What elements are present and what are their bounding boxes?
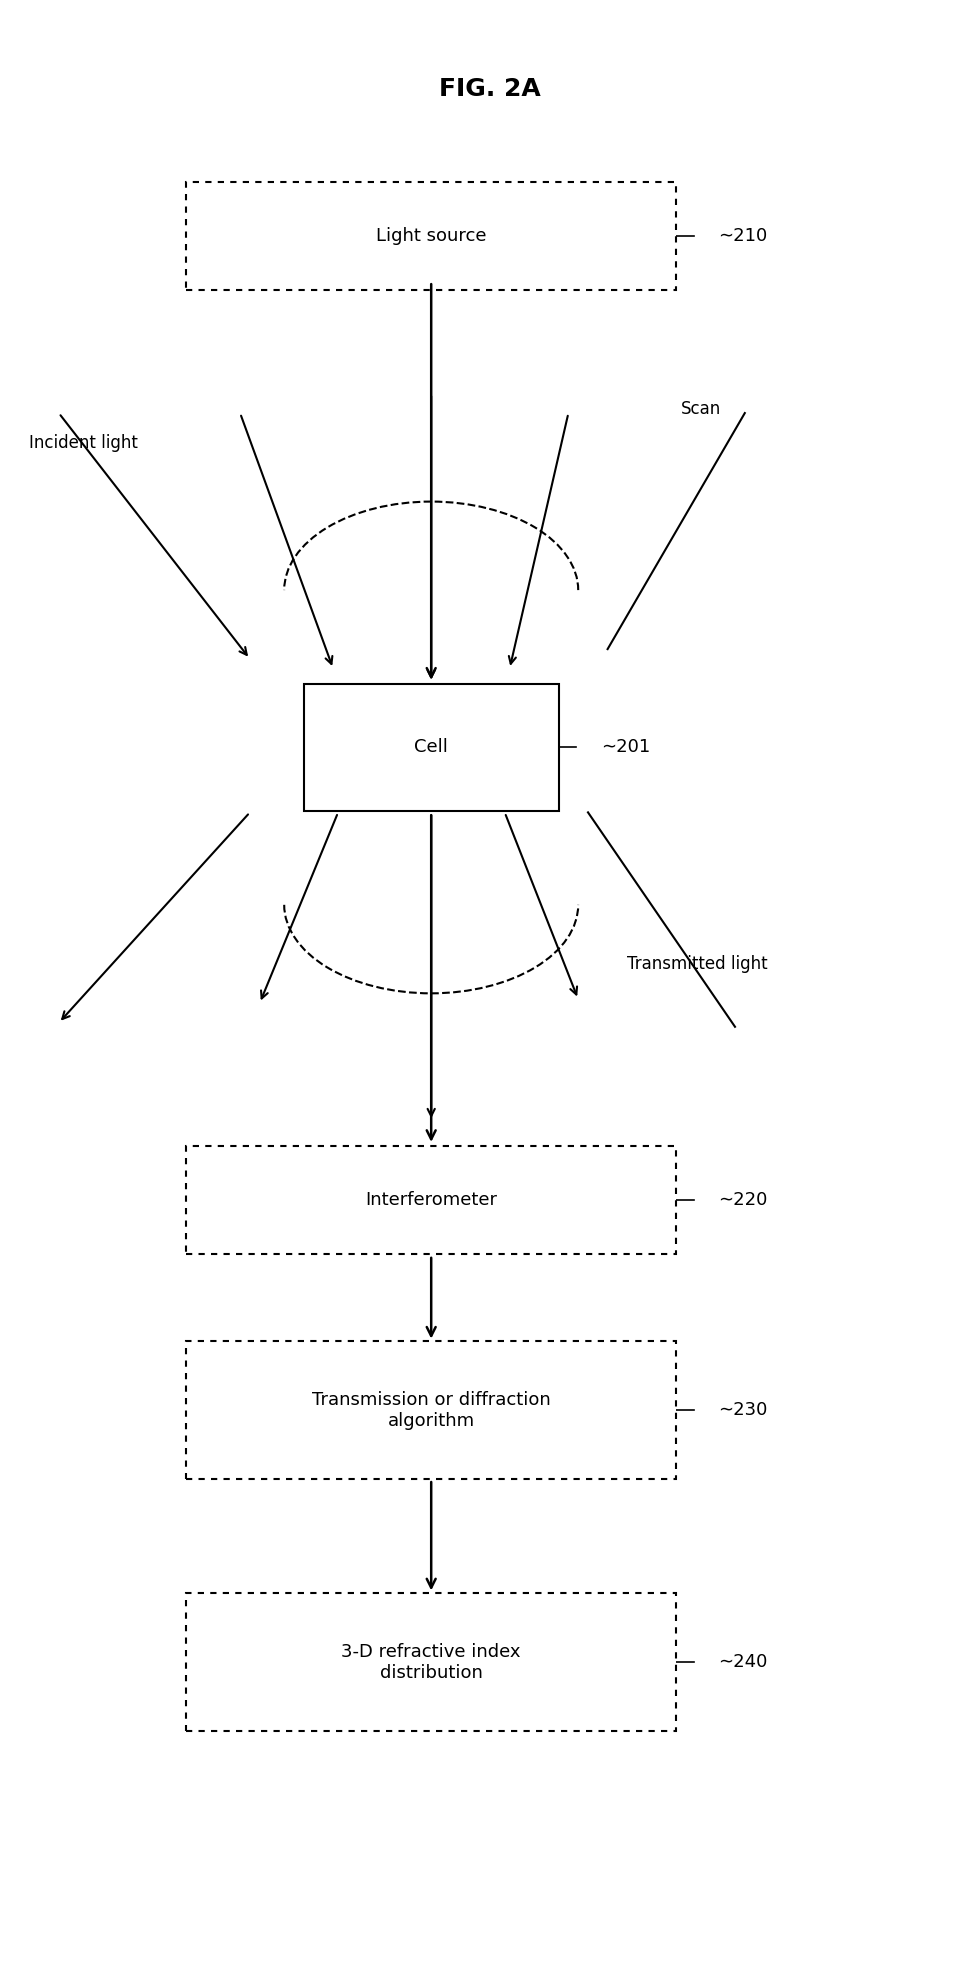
Text: ∼220: ∼220: [718, 1190, 767, 1210]
Text: ∼210: ∼210: [718, 226, 767, 246]
Text: 3-D refractive index
distribution: 3-D refractive index distribution: [341, 1642, 521, 1682]
Text: FIG. 2A: FIG. 2A: [439, 77, 541, 100]
Text: ∼240: ∼240: [718, 1652, 767, 1672]
Text: Incident light: Incident light: [29, 433, 138, 452]
Text: Cell: Cell: [415, 738, 448, 757]
Text: Light source: Light source: [376, 226, 486, 246]
Text: ∼201: ∼201: [601, 738, 650, 757]
Bar: [304, 685, 559, 810]
Bar: [186, 1145, 676, 1255]
Text: Interferometer: Interferometer: [366, 1190, 497, 1210]
Text: Transmitted light: Transmitted light: [627, 954, 767, 974]
Text: Transmission or diffraction
algorithm: Transmission or diffraction algorithm: [312, 1391, 551, 1430]
Text: Scan: Scan: [681, 399, 721, 419]
Bar: [186, 1593, 676, 1731]
Bar: [186, 1341, 676, 1479]
Bar: [186, 181, 676, 291]
Text: ∼230: ∼230: [718, 1401, 767, 1420]
